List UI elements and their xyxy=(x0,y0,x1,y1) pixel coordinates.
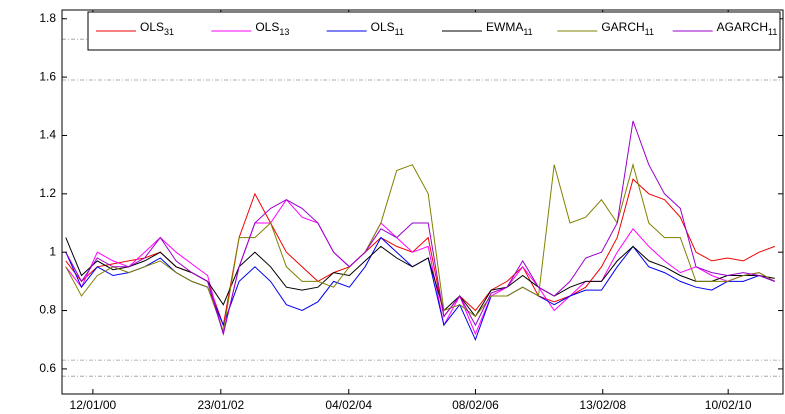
y-tick-label: 0.6 xyxy=(39,361,56,375)
x-tick-label: 04/02/04 xyxy=(325,398,372,412)
y-tick-label: 1.2 xyxy=(39,186,56,200)
line-series xyxy=(65,237,775,318)
legend-label: OLS31 xyxy=(140,20,174,37)
x-tick-label: 13/02/08 xyxy=(579,398,626,412)
y-tick-label: 1.6 xyxy=(39,69,56,83)
x-tick-label: 08/02/06 xyxy=(452,398,499,412)
y-tick-label: 1.8 xyxy=(39,11,56,25)
legend-label: GARCH11 xyxy=(601,20,654,37)
line-series xyxy=(65,162,776,333)
x-tick-label: 23/01/02 xyxy=(197,398,244,412)
line-series xyxy=(65,236,775,342)
x-tick-label: 12/01/00 xyxy=(70,398,117,412)
y-tick-label: 1.4 xyxy=(39,128,56,142)
legend-label: OLS13 xyxy=(255,20,289,37)
line-series xyxy=(65,178,775,328)
legend-label: AGARCH11 xyxy=(717,20,778,37)
x-tick-label: 10/02/10 xyxy=(705,398,752,412)
plot-frame xyxy=(61,9,784,395)
legend-label: EWMA11 xyxy=(486,20,533,37)
line-series xyxy=(65,198,776,336)
legend-box xyxy=(87,11,781,51)
y-tick-label: 0.8 xyxy=(39,303,56,317)
legend-label: OLS11 xyxy=(371,20,404,37)
line-series xyxy=(65,120,775,336)
y-tick-label: 1 xyxy=(49,244,56,258)
